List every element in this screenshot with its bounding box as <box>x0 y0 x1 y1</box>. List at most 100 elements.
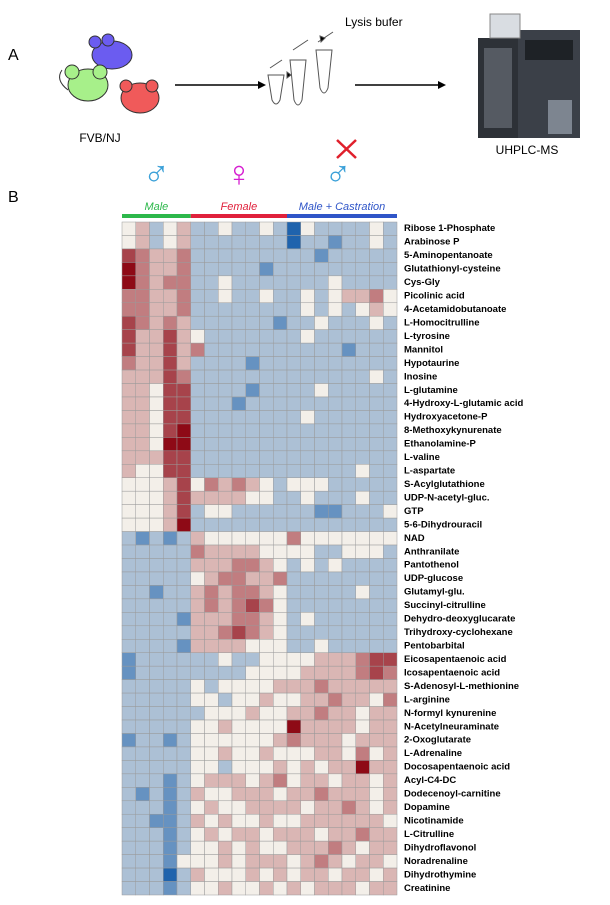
heatmap-cell <box>314 881 329 896</box>
heatmap-cell <box>245 692 260 707</box>
heatmap-cell <box>204 787 219 802</box>
heatmap-cell <box>135 760 150 775</box>
heatmap-cell <box>286 665 301 680</box>
heatmap-cell <box>355 598 370 613</box>
heatmap-cell <box>328 679 343 694</box>
group-symbol: ♀ <box>225 153 252 194</box>
heatmap-cell <box>204 356 219 371</box>
heatmap-cell <box>328 262 343 277</box>
heatmap-cell <box>190 733 205 748</box>
panel-label: A <box>8 47 19 64</box>
heatmap-cell <box>328 329 343 344</box>
heatmap-cell <box>163 262 178 277</box>
heatmap-cell <box>383 490 398 505</box>
heatmap-cell <box>163 585 178 600</box>
heatmap-cell <box>121 746 136 761</box>
heatmap-cell <box>176 692 191 707</box>
heatmap-cell <box>121 773 136 788</box>
heatmap-cell <box>121 315 136 330</box>
heatmap-cell <box>286 639 301 653</box>
heatmap-cell <box>300 504 315 519</box>
heatmap-cell <box>328 867 343 882</box>
heatmap-cell <box>204 289 219 304</box>
heatmap-cell <box>190 262 205 277</box>
heatmap-cell <box>245 221 260 236</box>
heatmap-cell <box>383 437 398 452</box>
heatmap-cell <box>135 356 150 371</box>
heatmap-cell <box>355 733 370 748</box>
heatmap-cell <box>383 571 398 586</box>
heatmap-cell <box>383 840 398 855</box>
heatmap-cell <box>231 827 246 842</box>
heatmap-cell <box>369 733 384 748</box>
heatmap-cell <box>163 746 178 761</box>
heatmap-cell <box>218 813 233 828</box>
heatmap-cell <box>341 719 356 734</box>
heatmap-cell <box>314 760 329 775</box>
heatmap-cell <box>176 477 191 492</box>
heatmap-cell <box>259 625 274 640</box>
heatmap-cell <box>149 585 164 600</box>
heatmap-cell <box>328 289 343 304</box>
row-label: Icosapentaenoic acid <box>404 667 500 678</box>
heatmap-cell <box>300 652 315 667</box>
heatmap-cell <box>355 719 370 734</box>
heatmap-cell <box>314 396 329 411</box>
heatmap-cell <box>369 275 384 290</box>
heatmap-cell <box>204 746 219 761</box>
heatmap-cell <box>135 517 150 532</box>
heatmap-cell <box>286 571 301 586</box>
heatmap-cell <box>273 302 288 317</box>
heatmap-cell <box>121 477 136 492</box>
heatmap-cell <box>369 490 384 505</box>
heatmap-cell <box>259 235 274 250</box>
group-label: Male <box>144 201 168 213</box>
heatmap-cell <box>259 450 274 465</box>
heatmap-cell <box>218 544 233 559</box>
heatmap-cell <box>328 881 343 896</box>
heatmap-cell <box>218 342 233 357</box>
heatmap-cell <box>259 827 274 842</box>
heatmap-cell <box>204 571 219 586</box>
heatmap-cell <box>259 329 274 344</box>
heatmap-cell <box>300 369 315 384</box>
heatmap-cell <box>149 315 164 330</box>
heatmap-cell <box>341 423 356 438</box>
heatmap-cell <box>176 302 191 317</box>
heatmap-cell <box>135 504 150 519</box>
heatmap-cell <box>245 289 260 304</box>
heatmap-cell <box>204 235 219 250</box>
heatmap-cell <box>163 679 178 694</box>
heatmap-cell <box>259 571 274 586</box>
heatmap-cell <box>328 275 343 290</box>
heatmap-cell <box>369 423 384 438</box>
heatmap-cell <box>286 827 301 842</box>
heatmap-cell <box>190 571 205 586</box>
heatmap-cell <box>245 773 260 788</box>
heatmap-cell <box>273 558 288 573</box>
heatmap-cell <box>190 315 205 330</box>
heatmap-cell <box>149 531 164 546</box>
heatmap-cell <box>121 652 136 667</box>
heatmap-cell <box>314 544 329 559</box>
heatmap-cell <box>286 342 301 357</box>
heatmap-cell <box>231 275 246 290</box>
heatmap-cell <box>259 787 274 802</box>
heatmap-cell <box>135 450 150 465</box>
heatmap-cell <box>121 329 136 344</box>
heatmap-cell <box>231 356 246 371</box>
row-label: 5-6-Dihydrouracil <box>404 519 482 530</box>
heatmap-cell <box>341 612 356 627</box>
heatmap-cell <box>231 746 246 761</box>
heatmap-cell <box>190 665 205 680</box>
heatmap-cell <box>245 585 260 600</box>
heatmap-cell <box>176 437 191 452</box>
heatmap-cell <box>218 881 233 896</box>
heatmap-cell <box>328 719 343 734</box>
heatmap-cell <box>149 544 164 559</box>
heatmap-cell <box>383 558 398 573</box>
heatmap-cell <box>135 342 150 357</box>
heatmap-cell <box>273 369 288 384</box>
heatmap-cell <box>341 369 356 384</box>
heatmap-cell <box>328 625 343 640</box>
